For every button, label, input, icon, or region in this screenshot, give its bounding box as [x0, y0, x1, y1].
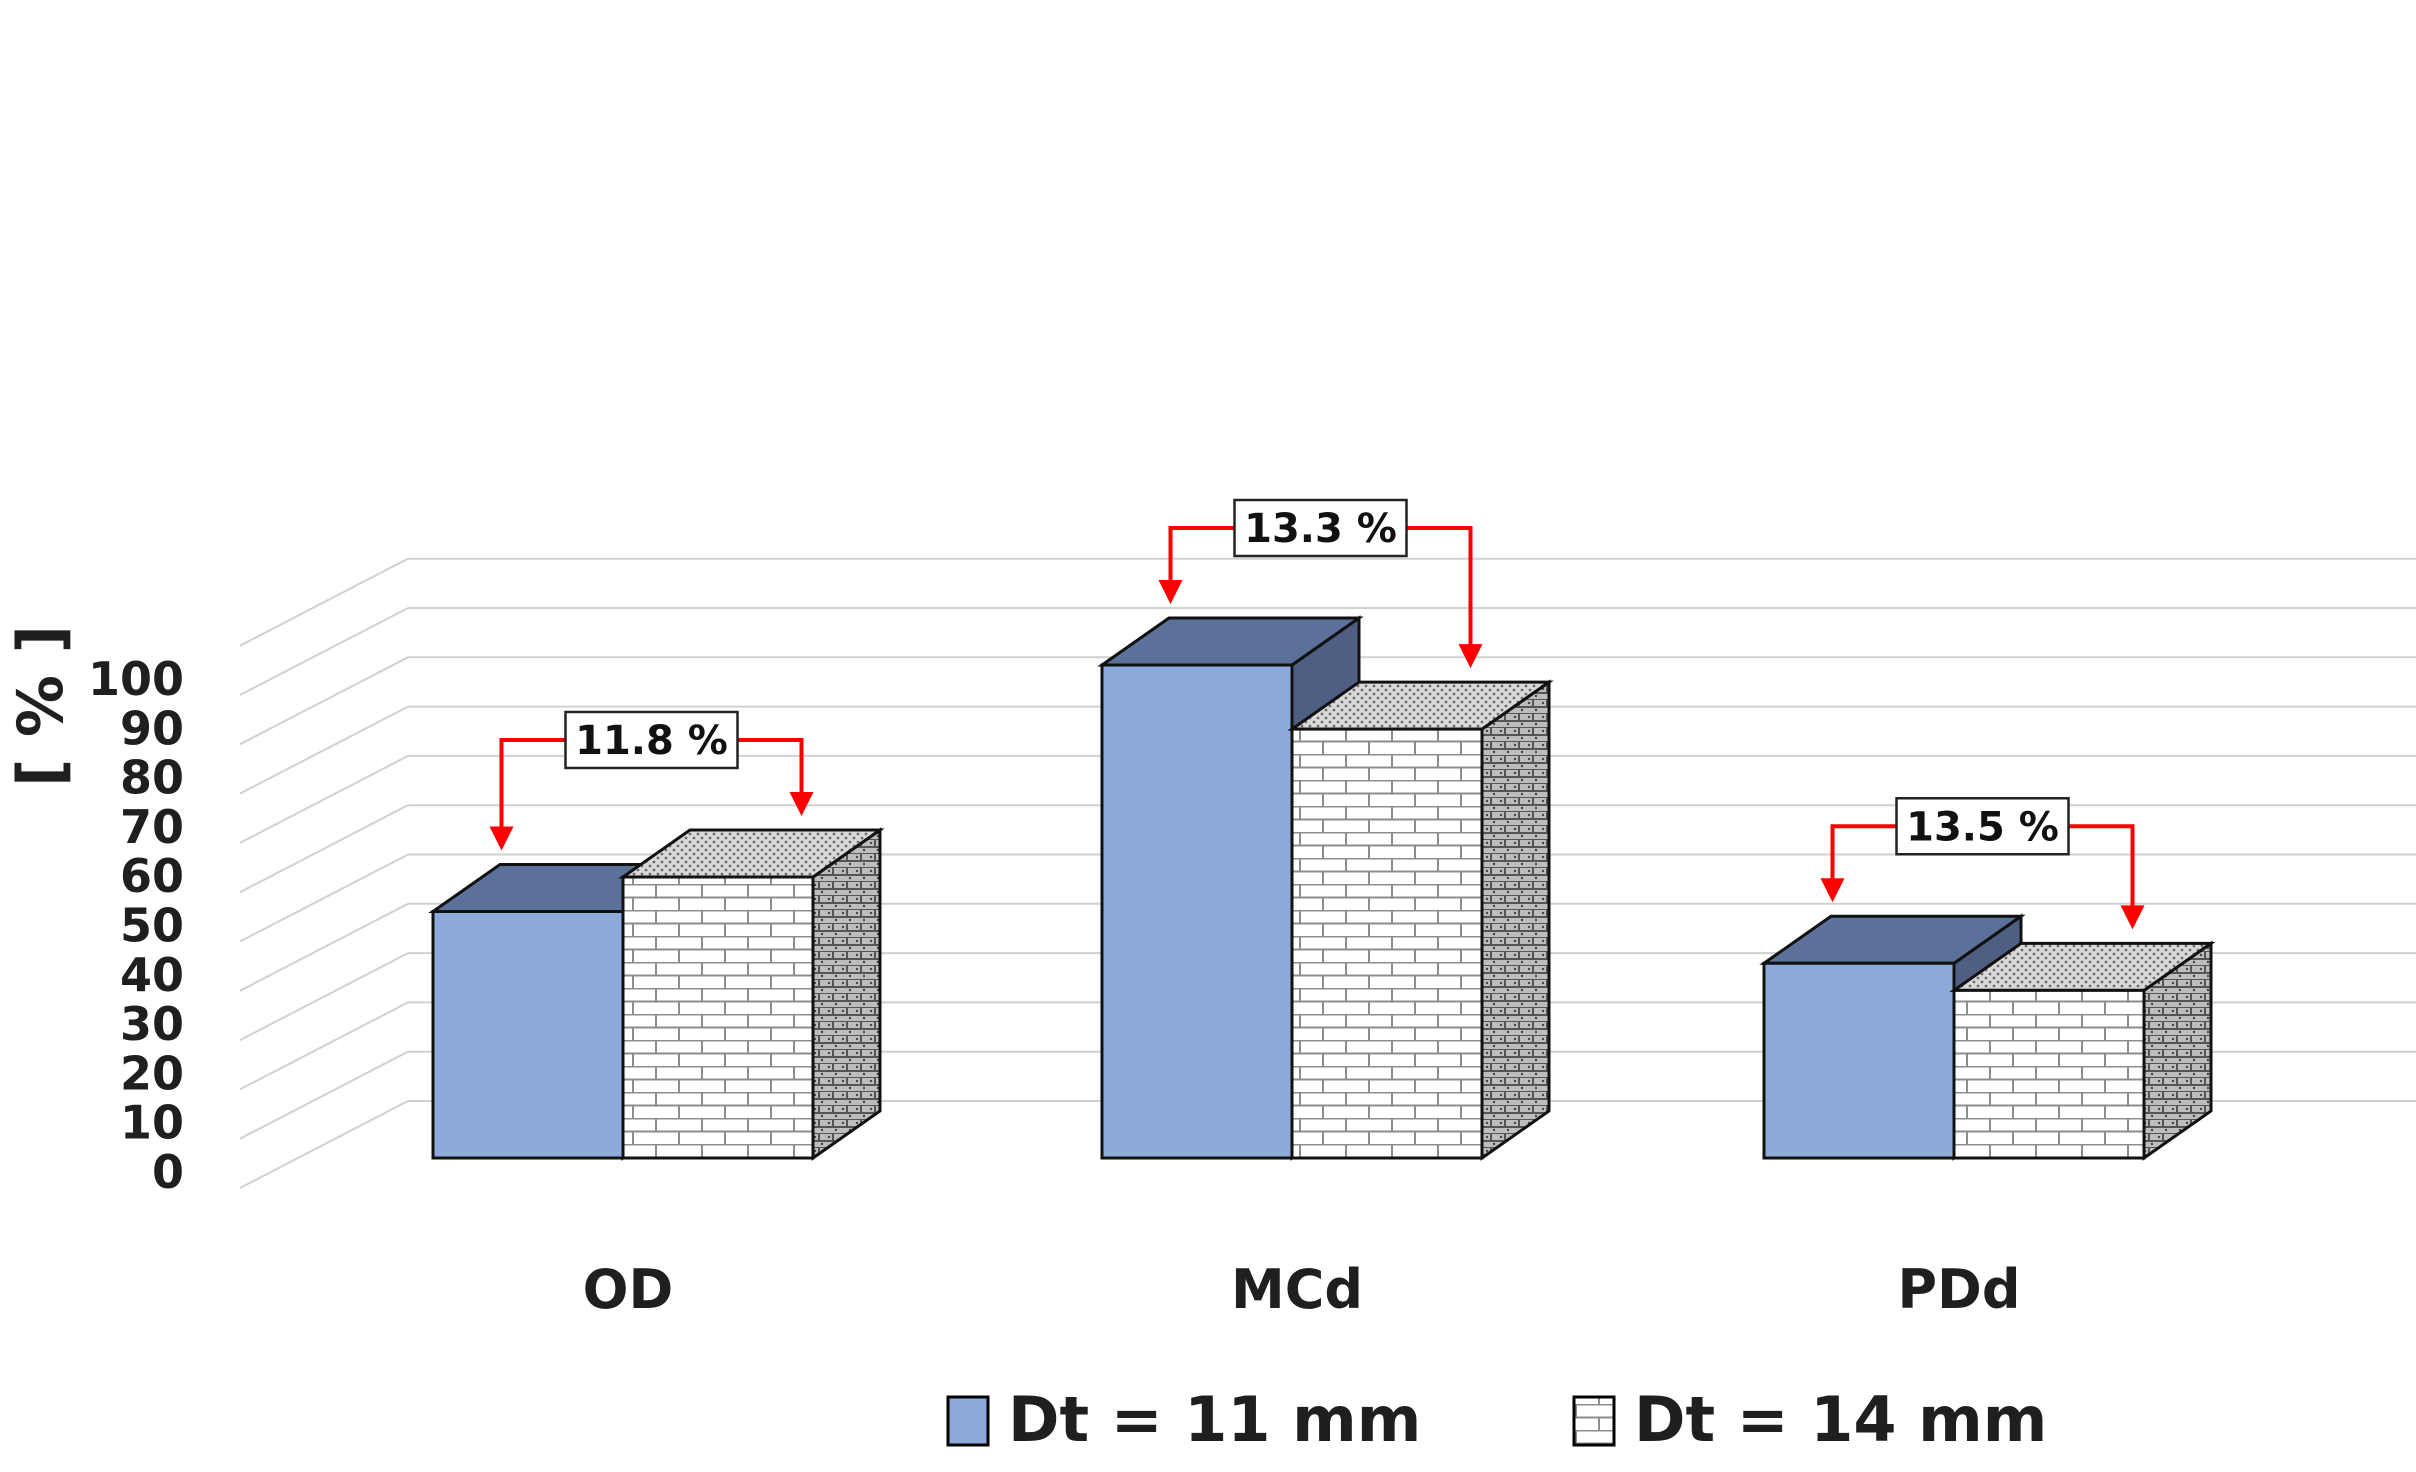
legend-swatch-dt11 [946, 1395, 990, 1447]
y-tick-label: 0 [152, 1145, 184, 1199]
legend-label-dt11: Dt = 11 mm [1008, 1383, 1421, 1456]
y-tick-label: 60 [120, 849, 184, 903]
annotation-mcd: 13.3 % [1158, 498, 1483, 669]
annotation-label: 13.5 % [1906, 804, 2059, 850]
bar-mcd-dt14 [1287, 679, 1554, 1161]
annotations: 11.8 % 13.3 % 13.5 % [489, 498, 2145, 930]
y-tick-label: 80 [120, 751, 184, 805]
category-label-mcd: MCd [1231, 1258, 1363, 1321]
y-axis-label: [ % ] [4, 625, 77, 787]
legend-swatch-dt14 [1572, 1395, 1616, 1447]
bars [428, 615, 2216, 1161]
category-label-od: OD [583, 1258, 674, 1321]
y-tick-label: 70 [120, 800, 184, 854]
y-tick-label: 90 [120, 701, 184, 755]
y-tick-label: 30 [120, 997, 184, 1051]
legend: Dt = 11 mm Dt = 14 mm [946, 1383, 2047, 1456]
annotation-label: 11.8 % [575, 718, 728, 764]
category-labels: OD MCd PDd [583, 1258, 2021, 1321]
annotation-pdd: 13.5 % [1820, 797, 2145, 930]
gridline [239, 656, 2416, 746]
category-label-pdd: PDd [1897, 1258, 2020, 1321]
bar-od-dt14 [618, 827, 885, 1161]
y-tick-label: 50 [120, 899, 184, 953]
y-tick-label: 20 [120, 1046, 184, 1100]
annotation-label: 13.3 % [1244, 506, 1397, 552]
gridline [239, 607, 2416, 696]
y-tick-label: 40 [120, 948, 184, 1002]
bar-pdd-dt14 [1949, 940, 2216, 1161]
legend-label-dt14: Dt = 14 mm [1634, 1383, 2047, 1456]
annotation-od: 11.8 % [489, 710, 814, 851]
y-tick-label: 100 [88, 652, 184, 706]
y-tick-label: 10 [120, 1096, 184, 1150]
gridline [239, 557, 2416, 647]
